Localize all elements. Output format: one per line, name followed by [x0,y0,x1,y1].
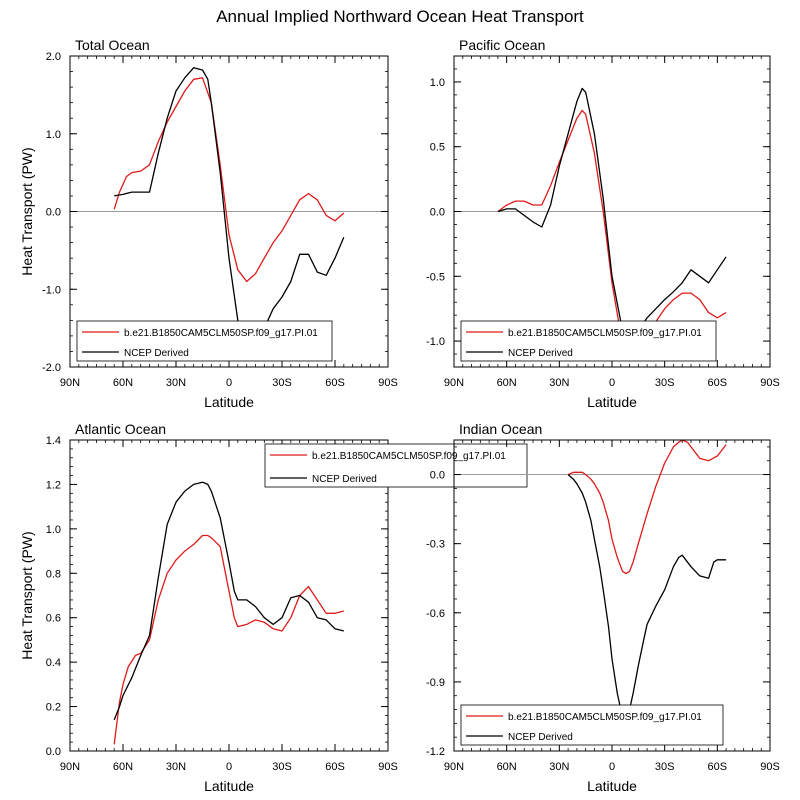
x-tick-label: 60S [708,761,728,773]
panels: Total Ocean 90N 60N 30N 0 30S 60S 90S -2.0 -1.0 0.… [19,37,780,794]
model-series-line [497,109,727,346]
y-tick-label: 1.0 [46,129,61,141]
legend-box [460,704,724,746]
x-tick-label: 90S [760,761,780,773]
panel-1: Total Ocean 90N 60N 30N 0 30S 60S 90S -2.0 -1.0 0.… [19,37,398,410]
x-axis-label: Latitude [204,778,254,794]
legend-label: NCEP Derived [124,348,189,359]
x-axis-label: Latitude [587,394,637,410]
legend: b.e21.B1850CAM5CLM50SP.f09_g17.PI.01 NCEP… [460,704,724,746]
x-tick-label: 90S [378,377,398,389]
model-series-line [113,534,344,745]
x-tick-label: 30S [272,761,292,773]
panel-4: Indian Ocean 90N 60N 30N 0 30S 60S 90S -1.2 -0.9 -… [426,421,780,794]
panel-3: Atlantic Ocean 90N 60N 30N 0 30S 60S 90S 0.0 0.2 0… [19,421,528,794]
x-tick-label: 60N [497,377,517,389]
x-tick-label: 30S [655,377,675,389]
panel-title: Pacific Ocean [459,37,545,53]
y-tick-label: 0.0 [46,746,61,758]
legend-label: NCEP Derived [508,732,573,743]
y-tick-label: -0.5 [426,271,445,283]
legend-label: NCEP Derived [508,348,573,359]
ncep-series-line [114,67,345,341]
y-tick-label: 0.0 [46,207,61,219]
x-tick-label: 30S [272,377,292,389]
legend-box [76,320,333,362]
legend: b.e21.B1850CAM5CLM50SP.f09_g17.PI.01 NCEP… [76,320,333,362]
legend-box [460,320,717,362]
panel-title: Indian Ocean [459,421,542,437]
ncep-series-line [497,87,727,342]
x-tick-label: 30S [655,761,675,773]
x-tick-label: 90N [60,377,80,389]
x-tick-label: 90N [444,377,464,389]
y-tick-label: 0.4 [46,657,61,669]
y-tick-label: -1.0 [42,284,61,296]
y-tick-label: 0.6 [46,613,61,625]
y-tick-label: -1.2 [426,746,445,758]
plot-frame [453,55,771,368]
panel-title: Atlantic Ocean [75,421,166,437]
panel-title: Total Ocean [75,37,150,53]
plot-frame [453,439,771,752]
x-tick-label: 60N [113,377,133,389]
legend-label: b.e21.B1850CAM5CLM50SP.f09_g17.PI.01 [508,712,702,723]
y-tick-label: -0.9 [426,677,445,689]
x-tick-label: 60N [497,761,517,773]
x-tick-label: 0 [226,377,232,389]
ncep-series-line [113,481,344,721]
y-tick-label: -1.0 [426,336,445,348]
x-tick-label: 90S [760,377,780,389]
x-tick-label: 30N [549,761,569,773]
x-axis-label: Latitude [587,778,637,794]
y-tick-label: 1.0 [430,77,445,89]
x-tick-label: 0 [609,377,615,389]
x-tick-label: 90N [60,761,80,773]
legend-box [264,443,528,488]
legend-label: b.e21.B1850CAM5CLM50SP.f09_g17.PI.01 [124,328,318,339]
legend-label: b.e21.B1850CAM5CLM50SP.f09_g17.PI.01 [312,451,506,462]
y-axis-label: Heat Transport (PW) [19,147,35,275]
y-tick-label: 1.0 [46,524,61,536]
panel-2: Pacific Ocean 90N 60N 30N 0 30S 60S 90S -1.0 -0.5… [426,37,780,410]
y-tick-label: 0.5 [430,142,445,154]
x-axis-label: Latitude [204,394,254,410]
legend: b.e21.B1850CAM5CLM50SP.f09_g17.PI.01 NCEP… [460,320,717,362]
model-series-line [113,77,345,283]
x-tick-label: 90S [378,761,398,773]
plot-frame [69,439,389,752]
x-tick-label: 30N [549,377,569,389]
y-tick-label: 1.4 [46,435,61,447]
legend-label: b.e21.B1850CAM5CLM50SP.f09_g17.PI.01 [508,328,702,339]
y-tick-label: -2.0 [42,362,61,374]
x-tick-label: 30N [166,377,186,389]
y-tick-label: 0.0 [430,207,445,219]
model-series-line [567,440,727,575]
y-tick-label: 0.2 [46,702,61,714]
y-tick-label: 0.8 [46,568,61,580]
plot-frame [69,55,389,368]
x-tick-label: 0 [609,761,615,773]
legend: b.e21.B1850CAM5CLM50SP.f09_g17.PI.01 NCEP… [264,443,528,488]
x-tick-label: 60S [325,377,345,389]
x-tick-label: 60N [113,761,133,773]
y-axis-label: Heat Transport (PW) [19,531,35,659]
figure-title: Annual Implied Northward Ocean Heat Tran… [216,7,584,26]
ncep-series-line [567,474,727,715]
y-tick-label: 1.2 [46,479,61,491]
x-tick-label: 0 [226,761,232,773]
x-tick-label: 60S [325,761,345,773]
x-tick-label: 30N [166,761,186,773]
y-tick-label: -0.6 [426,608,445,620]
x-tick-label: 60S [708,377,728,389]
legend-label: NCEP Derived [312,474,377,485]
y-tick-label: -0.3 [426,539,445,551]
y-tick-label: 2.0 [46,51,61,63]
y-tick-label: 0.0 [430,470,445,482]
x-tick-label: 90N [444,761,464,773]
